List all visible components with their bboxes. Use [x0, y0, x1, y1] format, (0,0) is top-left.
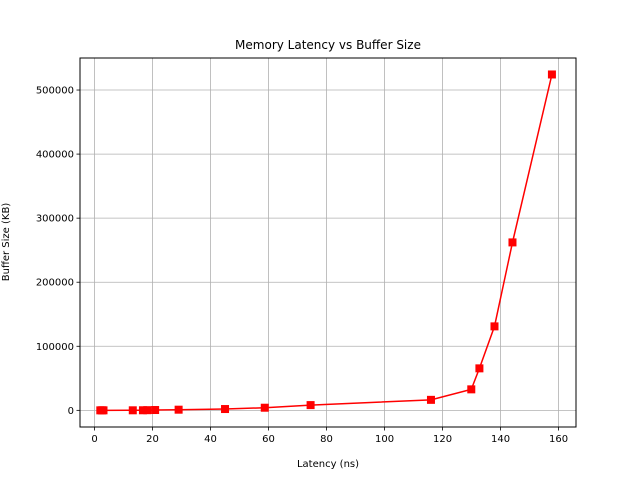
x-tick-label: 20 [146, 434, 159, 445]
chart-title: Memory Latency vs Buffer Size [235, 38, 421, 52]
grid [80, 58, 576, 427]
y-tick-label: 0 [68, 406, 74, 417]
ticks: 0 20 40 60 80 100 120 140 160 0 100000 200000 300000… [36, 86, 568, 445]
x-tick-label: 40 [204, 434, 217, 445]
data-point-marker [426, 395, 435, 404]
x-axis-label: Latency (ns) [297, 459, 359, 470]
y-tick-label: 300000 [36, 214, 74, 225]
x-tick-label: 160 [549, 434, 568, 445]
data-point-marker [174, 405, 183, 414]
data-point-marker [467, 385, 476, 394]
data-point-marker [547, 70, 556, 79]
data-point-marker [221, 405, 230, 414]
x-tick-label: 120 [433, 434, 452, 445]
data-point-marker [151, 406, 160, 415]
x-tick-label: 140 [491, 434, 510, 445]
y-tick-label: 500000 [36, 86, 74, 97]
x-tick-label: 80 [320, 434, 333, 445]
y-tick-label: 100000 [36, 342, 74, 353]
y-axis-label: Buffer Size (KB) [1, 203, 12, 282]
data-point-marker [306, 401, 315, 410]
series-layer [96, 70, 556, 415]
data-point-marker [143, 406, 152, 415]
x-tick-label: 0 [91, 434, 97, 445]
plot-frame [79, 57, 577, 428]
data-point-marker [475, 364, 484, 373]
data-point-marker [99, 406, 108, 415]
x-tick-label: 60 [262, 434, 275, 445]
y-tick-label: 200000 [36, 278, 74, 289]
data-point-marker [508, 238, 517, 247]
data-point-marker [490, 322, 499, 331]
data-point-marker [260, 403, 269, 412]
x-tick-label: 100 [375, 434, 394, 445]
y-tick-label: 400000 [36, 150, 74, 161]
data-point-marker [128, 406, 137, 415]
